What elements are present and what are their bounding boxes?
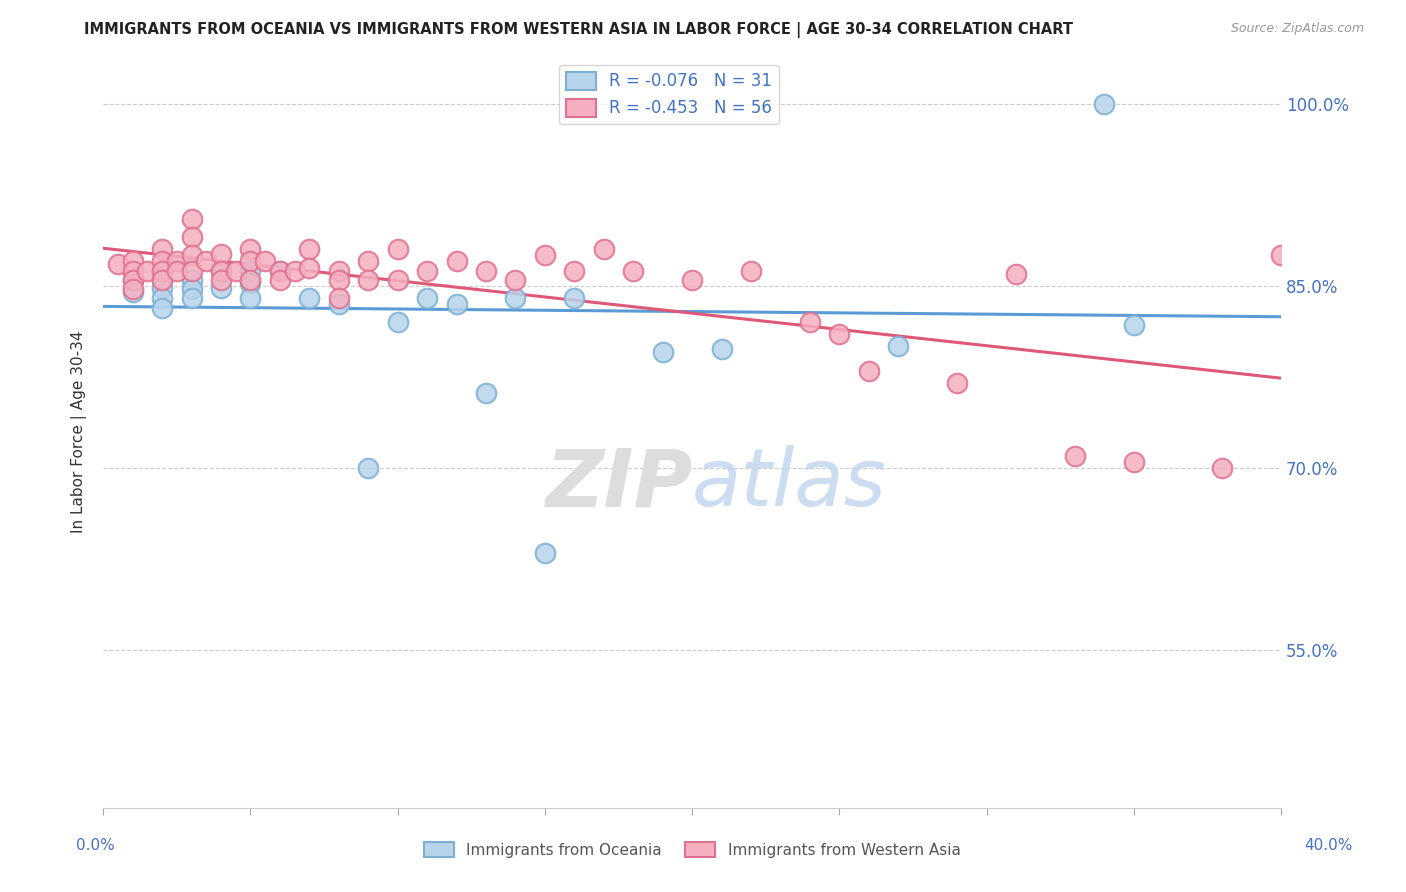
Text: 40.0%: 40.0% — [1305, 838, 1353, 853]
Point — [150, 264, 173, 278]
Text: Source: ZipAtlas.com: Source: ZipAtlas.com — [1230, 22, 1364, 36]
Point — [121, 264, 143, 278]
Point — [209, 281, 232, 295]
Point — [150, 264, 173, 278]
Point — [534, 248, 557, 262]
Point — [328, 291, 350, 305]
Point — [357, 273, 380, 287]
Point — [239, 243, 262, 257]
Point — [195, 254, 218, 268]
Point — [150, 301, 173, 315]
Point — [1063, 449, 1085, 463]
Point — [298, 243, 321, 257]
Text: 0.0%: 0.0% — [76, 838, 115, 853]
Point — [357, 254, 380, 268]
Point — [209, 264, 232, 278]
Point — [446, 254, 468, 268]
Point — [180, 273, 202, 287]
Point — [505, 291, 527, 305]
Point — [681, 273, 703, 287]
Text: IMMIGRANTS FROM OCEANIA VS IMMIGRANTS FROM WESTERN ASIA IN LABOR FORCE | AGE 30-: IMMIGRANTS FROM OCEANIA VS IMMIGRANTS FR… — [84, 22, 1073, 38]
Point — [562, 291, 585, 305]
Point — [416, 264, 439, 278]
Point — [1005, 267, 1028, 281]
Point — [1122, 318, 1144, 332]
Point — [298, 291, 321, 305]
Point — [357, 460, 380, 475]
Point — [121, 285, 143, 299]
Point — [150, 254, 173, 268]
Point — [209, 264, 232, 278]
Point — [150, 243, 173, 257]
Point — [799, 315, 821, 329]
Point — [150, 281, 173, 295]
Point — [1122, 455, 1144, 469]
Point — [1092, 96, 1115, 111]
Point — [621, 264, 644, 278]
Point — [180, 264, 202, 278]
Point — [651, 345, 673, 359]
Point — [121, 273, 143, 287]
Point — [284, 264, 307, 278]
Point — [254, 254, 277, 268]
Point — [387, 273, 409, 287]
Point — [136, 264, 159, 278]
Point — [592, 243, 614, 257]
Point — [858, 364, 880, 378]
Text: ZIP: ZIP — [544, 445, 692, 523]
Point — [946, 376, 969, 390]
Point — [166, 264, 188, 278]
Point — [269, 264, 291, 278]
Point — [534, 546, 557, 560]
Point — [166, 254, 188, 268]
Point — [225, 264, 247, 278]
Point — [121, 282, 143, 296]
Point — [828, 327, 851, 342]
Point — [1211, 460, 1233, 475]
Point — [150, 273, 173, 287]
Legend: R = -0.076   N = 31, R = -0.453   N = 56: R = -0.076 N = 31, R = -0.453 N = 56 — [560, 65, 779, 124]
Point — [121, 273, 143, 287]
Text: atlas: atlas — [692, 445, 887, 523]
Point — [387, 243, 409, 257]
Point — [180, 211, 202, 226]
Point — [180, 291, 202, 305]
Point — [475, 264, 498, 278]
Point — [387, 315, 409, 329]
Point — [887, 339, 910, 353]
Point — [269, 273, 291, 287]
Point — [239, 254, 262, 268]
Point — [298, 260, 321, 275]
Point — [328, 273, 350, 287]
Point — [121, 254, 143, 268]
Point — [107, 257, 129, 271]
Point — [150, 291, 173, 305]
Point — [446, 297, 468, 311]
Point — [740, 264, 762, 278]
Point — [328, 264, 350, 278]
Point — [180, 230, 202, 244]
Point — [416, 291, 439, 305]
Point — [239, 264, 262, 278]
Point — [180, 248, 202, 262]
Y-axis label: In Labor Force | Age 30-34: In Labor Force | Age 30-34 — [72, 330, 87, 533]
Point — [239, 273, 262, 287]
Point — [475, 385, 498, 400]
Point — [328, 297, 350, 311]
Point — [269, 264, 291, 278]
Point — [180, 282, 202, 296]
Point — [239, 291, 262, 305]
Point — [239, 277, 262, 291]
Point — [710, 342, 733, 356]
Point — [1270, 248, 1292, 262]
Point — [209, 273, 232, 287]
Point — [150, 273, 173, 287]
Point — [209, 247, 232, 261]
Point — [562, 264, 585, 278]
Point — [505, 273, 527, 287]
